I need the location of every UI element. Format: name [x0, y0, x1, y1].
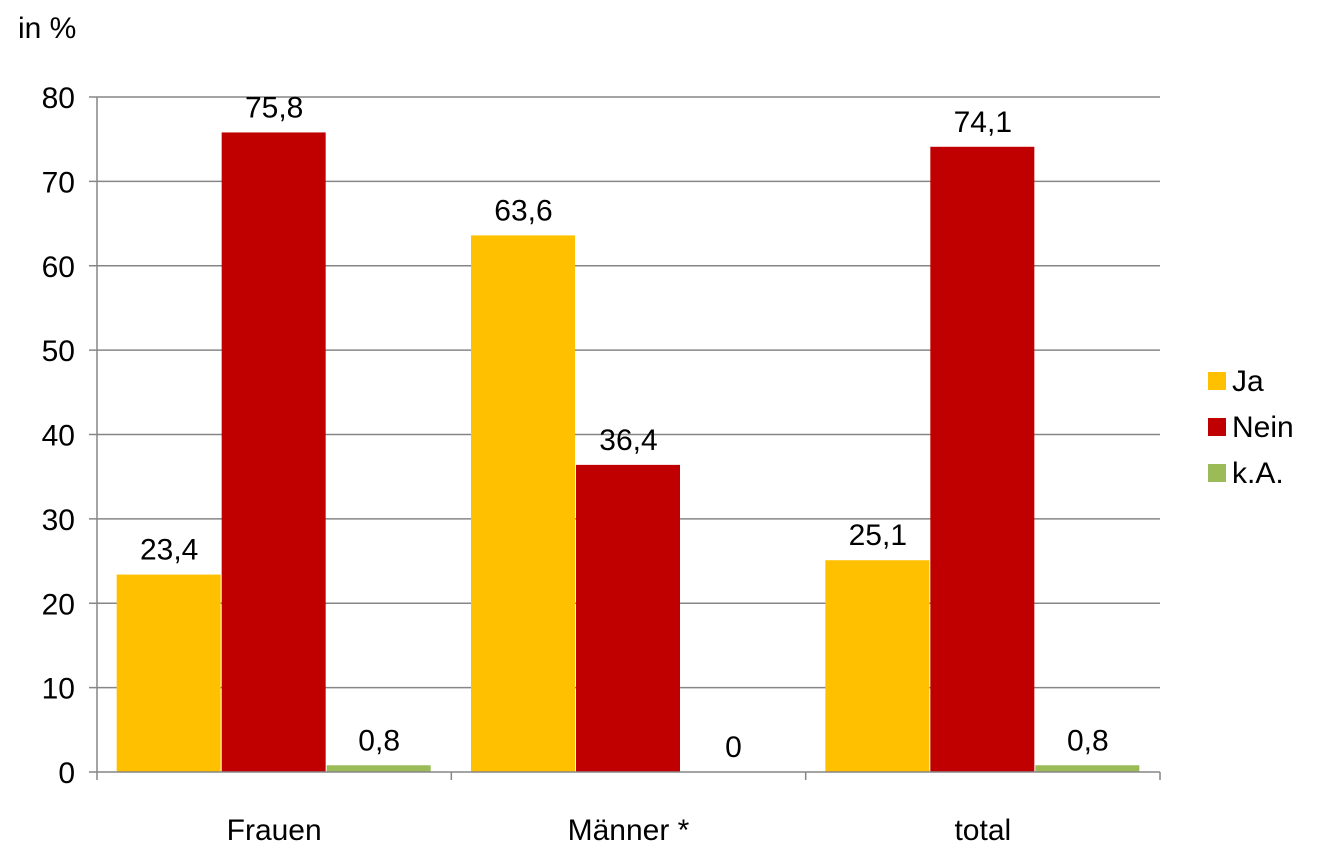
- bar-ja: [116, 574, 221, 772]
- bar-nein: [576, 464, 680, 772]
- y-tick-label: 60: [42, 251, 75, 284]
- axes: 0 10 20 30 40 50 60 70 80 Frauen Männer * total: [42, 82, 1161, 843]
- data-label: 63,6: [494, 194, 552, 227]
- data-label: 36,4: [599, 424, 657, 457]
- y-tick-label: 10: [42, 673, 75, 706]
- data-label: 23,4: [140, 534, 198, 567]
- y-tick-label: 70: [42, 166, 75, 199]
- bar-ka: [326, 765, 431, 772]
- y-tick-label: 20: [42, 588, 75, 621]
- legend-label: k.A.: [1232, 457, 1284, 490]
- bar-ja: [825, 560, 930, 772]
- bar-ka: [1035, 765, 1140, 772]
- legend-label: Ja: [1232, 365, 1264, 398]
- bar-nein: [221, 132, 326, 772]
- x-tick-label: total: [954, 814, 1011, 843]
- x-tick-label: Frauen: [227, 814, 322, 843]
- data-label: 0,8: [1067, 724, 1109, 757]
- legend-label: Nein: [1232, 411, 1294, 444]
- legend-swatch: [1208, 464, 1226, 482]
- legend: Ja Nein k.A.: [1208, 365, 1294, 490]
- y-tick-label: 50: [42, 335, 75, 368]
- bar-nein: [930, 146, 1035, 772]
- legend-swatch: [1208, 372, 1226, 390]
- y-tick-label: 80: [42, 82, 75, 115]
- data-labels: 23,4 75,8 0,8 63,6 36,4 0 25,1 74,1 0,8: [140, 91, 1109, 764]
- data-label: 75,8: [245, 91, 303, 124]
- data-label: 0: [725, 731, 742, 764]
- data-label: 0,8: [358, 724, 400, 757]
- y-tick-label: 0: [58, 757, 75, 790]
- data-label: 74,1: [954, 106, 1012, 139]
- bars: [116, 132, 1140, 772]
- y-tick-label: 30: [42, 504, 75, 537]
- legend-swatch: [1208, 418, 1226, 436]
- data-label: 25,1: [849, 519, 907, 552]
- bar-ja: [471, 235, 575, 772]
- y-tick-label: 40: [42, 420, 75, 453]
- x-tick-label: Männer *: [568, 814, 690, 843]
- y-axis-label: in %: [18, 12, 76, 45]
